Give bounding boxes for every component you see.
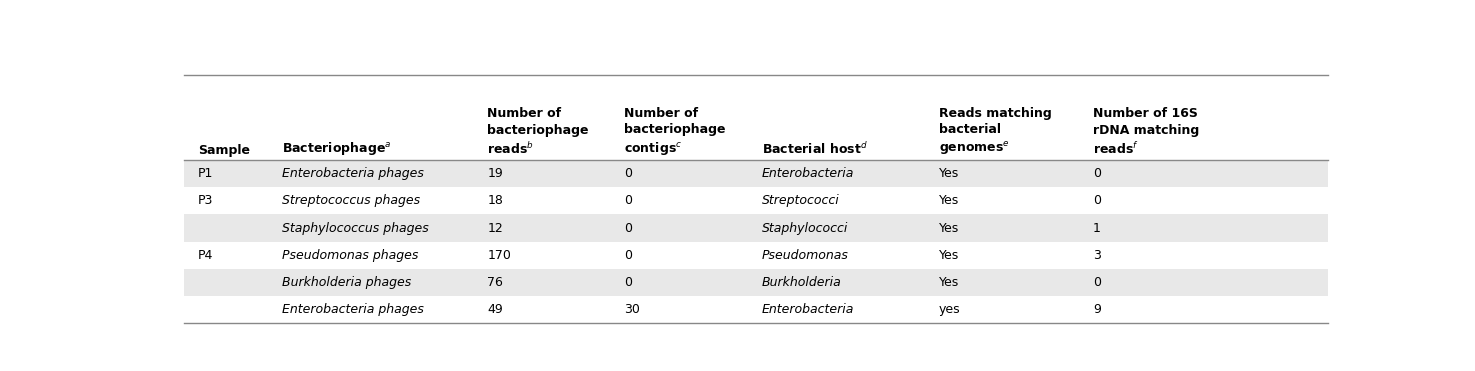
Text: Enterobacteria: Enterobacteria [761, 303, 854, 316]
Bar [184, 160, 1328, 187]
Text: 0: 0 [624, 167, 633, 180]
Text: Pseudomonas: Pseudomonas [761, 249, 848, 262]
Text: Staphylococcus phages: Staphylococcus phages [282, 221, 428, 234]
Text: Bacteriophage$^{a}$: Bacteriophage$^{a}$ [282, 140, 391, 157]
Text: 3: 3 [1093, 249, 1100, 262]
Text: P3: P3 [198, 194, 214, 207]
Text: Number of 16S
rDNA matching
reads$^{f}$: Number of 16S rDNA matching reads$^{f}$ [1093, 108, 1199, 157]
Text: 12: 12 [487, 221, 503, 234]
Bar [184, 296, 1328, 323]
Text: Enterobacteria: Enterobacteria [761, 167, 854, 180]
Text: 0: 0 [624, 276, 633, 289]
Text: Sample: Sample [198, 144, 251, 157]
Text: Burkholderia phages: Burkholderia phages [282, 276, 412, 289]
Text: Yes: Yes [940, 194, 959, 207]
Text: 9: 9 [1093, 303, 1100, 316]
Text: Burkholderia: Burkholderia [761, 276, 841, 289]
Text: 76: 76 [487, 276, 503, 289]
Text: Pseudomonas phages: Pseudomonas phages [282, 249, 417, 262]
Text: Reads matching
bacterial
genomes$^{e}$: Reads matching bacterial genomes$^{e}$ [940, 107, 1052, 157]
Text: 19: 19 [487, 167, 503, 180]
Text: 0: 0 [1093, 276, 1102, 289]
Text: Yes: Yes [940, 276, 959, 289]
Text: Number of
bacteriophage
contigs$^{c}$: Number of bacteriophage contigs$^{c}$ [624, 106, 726, 157]
Text: Streptococci: Streptococci [761, 194, 839, 207]
Text: Bacterial host$^{d}$: Bacterial host$^{d}$ [761, 141, 867, 157]
Bar [184, 242, 1328, 269]
Text: Enterobacteria phages: Enterobacteria phages [282, 167, 423, 180]
Bar [184, 214, 1328, 242]
Text: Yes: Yes [940, 249, 959, 262]
Text: 1: 1 [1093, 221, 1100, 234]
Text: 0: 0 [624, 194, 633, 207]
Bar [184, 187, 1328, 214]
Text: 30: 30 [624, 303, 640, 316]
Text: P1: P1 [198, 167, 214, 180]
Text: Number of
bacteriophage
reads$^{b}$: Number of bacteriophage reads$^{b}$ [487, 108, 589, 157]
Text: 18: 18 [487, 194, 503, 207]
Text: 49: 49 [487, 303, 503, 316]
Text: 0: 0 [624, 249, 633, 262]
Text: Enterobacteria phages: Enterobacteria phages [282, 303, 423, 316]
Text: P4: P4 [198, 249, 214, 262]
Text: 0: 0 [624, 221, 633, 234]
Text: Yes: Yes [940, 221, 959, 234]
Text: 0: 0 [1093, 194, 1102, 207]
Bar [184, 269, 1328, 296]
Text: Staphylococci: Staphylococci [761, 221, 848, 234]
Text: Yes: Yes [940, 167, 959, 180]
Text: Streptococcus phages: Streptococcus phages [282, 194, 420, 207]
Text: 170: 170 [487, 249, 512, 262]
Text: yes: yes [940, 303, 960, 316]
Text: 0: 0 [1093, 167, 1102, 180]
